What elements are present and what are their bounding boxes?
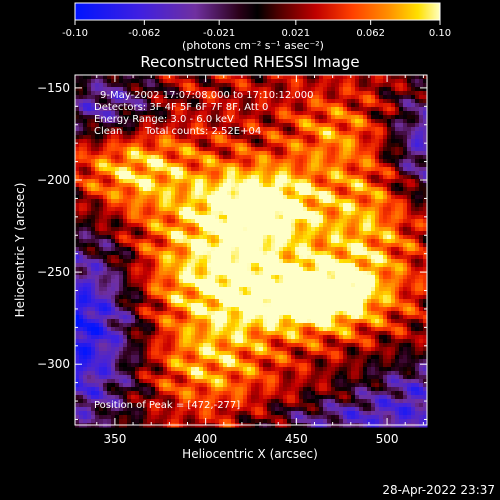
footer-timestamp: 28-Apr-2022 23:37 xyxy=(382,483,495,497)
y-tick-label: −300 xyxy=(37,357,70,371)
x-tick-label: 450 xyxy=(285,432,308,446)
y-tick-label: −150 xyxy=(37,81,70,95)
annotation-peak-position: Position of Peak = [472,-277] xyxy=(94,400,240,411)
y-tick-label: −250 xyxy=(37,265,70,279)
y-axis-label: Heliocentric Y (arcsec) xyxy=(13,183,27,318)
colorbar-tick-label: -0.10 xyxy=(62,28,88,39)
x-tick-label: 500 xyxy=(376,432,399,446)
colorbar-tick-label: 0.062 xyxy=(356,28,385,39)
annotation-method: Clean xyxy=(94,126,122,137)
colorbar-tick-label: 0.021 xyxy=(282,28,311,39)
annotation-detectors: Detectors: 3F 4F 5F 6F 7F 8F, Att 0 xyxy=(94,102,268,113)
colorbar-tick-label: 0.10 xyxy=(429,28,451,39)
chart-title: Reconstructed RHESSI Image xyxy=(140,53,359,71)
x-tick-label: 350 xyxy=(103,432,126,446)
plot-frame xyxy=(74,74,428,426)
x-tick-label: 400 xyxy=(194,432,217,446)
colorbar-ticks: -0.10 -0.062 -0.021 0.021 0.062 0.10 xyxy=(62,20,451,39)
colorbar xyxy=(74,2,441,21)
annotation-time: 9-May-2002 17:07:08.000 to 17:10:12.000 xyxy=(100,90,313,101)
colorbar-tick-label: -0.021 xyxy=(203,28,235,39)
annotation-counts: Total counts: 2.52E+04 xyxy=(144,126,261,137)
heatmap xyxy=(75,75,428,428)
colorbar-tick-label: -0.062 xyxy=(128,28,160,39)
y-tick-label: −200 xyxy=(37,173,70,187)
axis-ticks: 350 400 450 500 −150 −200 −250 −300 xyxy=(37,75,427,446)
x-axis-label: Heliocentric X (arcsec) xyxy=(182,447,318,461)
annotation-energy: Energy Range: 3.0 - 6.0 keV xyxy=(94,114,234,125)
colorbar-units-label: (photons cm⁻² s⁻¹ asec⁻²) xyxy=(182,39,324,52)
